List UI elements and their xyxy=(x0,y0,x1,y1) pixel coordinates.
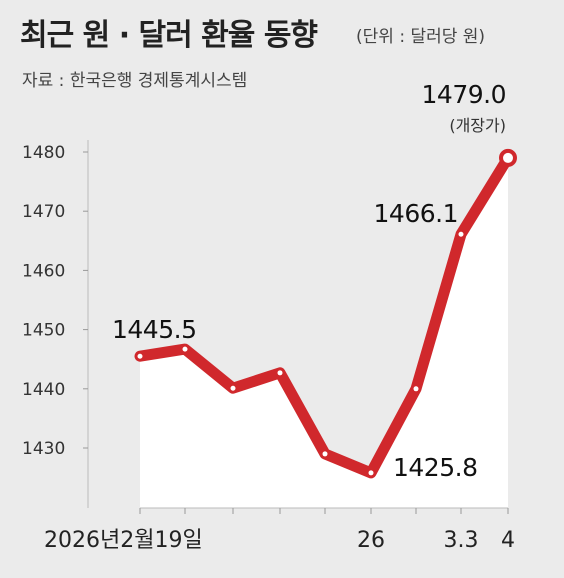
y-tick-label: 1460 xyxy=(22,261,65,281)
data-point xyxy=(277,370,283,376)
y-tick-label: 1480 xyxy=(22,143,65,163)
source-label: 자료 : 한국은행 경제통계시스템 xyxy=(22,71,248,91)
chart-title: 최근 원 · 달러 환율 동향 xyxy=(20,18,318,53)
last-point-marker xyxy=(499,148,517,167)
data-point xyxy=(368,470,374,476)
data-label: 1445.5 xyxy=(112,315,196,344)
y-tick-label: 1440 xyxy=(22,380,65,400)
data-point xyxy=(182,346,188,352)
x-tick-label: 2026년2월19일 xyxy=(44,528,203,553)
data-label: 1466.1 xyxy=(374,199,458,228)
data-point xyxy=(137,353,143,359)
data-label: 1479.0 xyxy=(422,80,506,109)
x-tick-label: 3.3 xyxy=(444,528,479,553)
data-label: 1425.8 xyxy=(393,453,477,482)
plot-area-fill xyxy=(140,157,508,508)
unit-label: (단위 : 달러당 원) xyxy=(356,27,486,47)
data-point xyxy=(413,386,419,392)
data-point xyxy=(322,451,328,457)
y-tick-label: 1450 xyxy=(22,321,65,341)
data-point xyxy=(230,385,236,391)
y-tick-label: 1470 xyxy=(22,202,65,222)
x-tick-label: 26 xyxy=(357,528,385,553)
data-point xyxy=(458,231,464,237)
x-tick-label: 4 xyxy=(501,528,515,553)
data-label-note: (개장가) xyxy=(449,116,506,135)
y-tick-label: 1430 xyxy=(22,439,65,459)
